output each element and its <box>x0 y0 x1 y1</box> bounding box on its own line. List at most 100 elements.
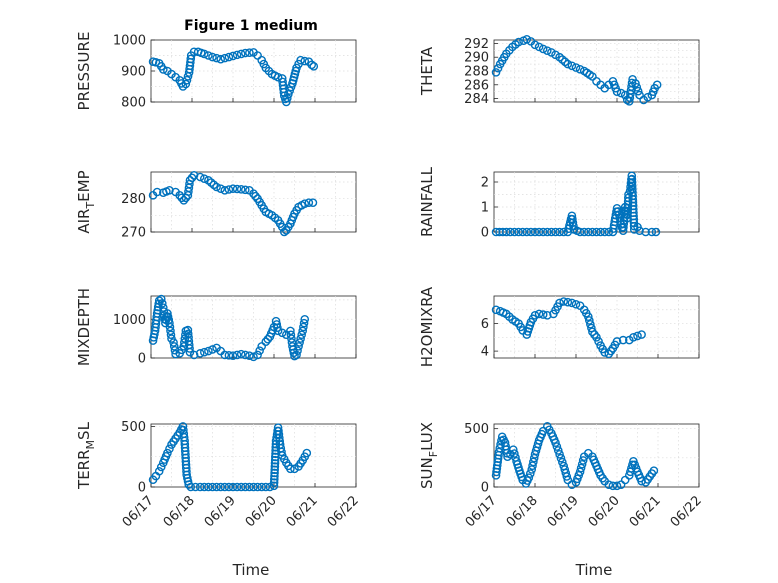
data-point <box>563 59 573 69</box>
data-point <box>224 185 234 194</box>
data-point <box>585 316 594 325</box>
data-point <box>156 294 166 304</box>
data-point <box>191 482 200 492</box>
data-point <box>270 459 280 468</box>
data-point <box>571 63 581 72</box>
data-point <box>298 326 308 336</box>
data-point <box>631 79 640 88</box>
data-point <box>228 351 238 360</box>
data-point <box>652 80 662 90</box>
data-point <box>240 350 250 360</box>
data-point <box>157 299 167 308</box>
data-point <box>199 347 209 357</box>
data-point <box>236 185 246 194</box>
data-point <box>216 184 225 193</box>
data-point <box>530 40 540 50</box>
data-point <box>204 51 213 60</box>
data-point <box>299 318 309 328</box>
data-point <box>563 297 573 307</box>
data-point <box>171 349 180 359</box>
data-point <box>518 227 528 237</box>
data-point <box>300 314 310 324</box>
data-point <box>514 37 523 47</box>
data-point <box>220 186 230 195</box>
data-point <box>158 65 168 74</box>
y-axis-label-rest: SL <box>75 421 93 440</box>
data-point <box>491 305 501 315</box>
data-point <box>220 482 230 492</box>
data-point <box>179 196 189 205</box>
data-point <box>556 453 566 463</box>
data-point <box>534 227 544 237</box>
data-point <box>592 227 601 237</box>
data-point <box>525 469 535 478</box>
data-point <box>547 227 556 237</box>
data-point <box>182 75 192 85</box>
data-point <box>612 87 622 96</box>
y-tick-label: 286 <box>464 78 489 93</box>
data-point <box>286 464 295 474</box>
data-point <box>307 60 317 70</box>
data-point <box>228 51 238 61</box>
data-point <box>152 187 162 197</box>
data-point <box>555 450 564 459</box>
data-point <box>510 449 519 458</box>
y-tick-label: 280 <box>121 192 146 207</box>
y-axis-label-subscript: F <box>427 451 440 457</box>
data-point <box>277 447 286 457</box>
y-tick-label: 1000 <box>113 34 146 49</box>
data-point <box>163 448 172 458</box>
data-point <box>543 46 552 55</box>
data-point <box>592 333 601 342</box>
data-point <box>240 482 250 492</box>
data-point <box>249 189 258 198</box>
data-point <box>220 350 230 360</box>
data-point <box>216 482 225 492</box>
data-point <box>208 52 217 62</box>
data-point <box>187 173 197 183</box>
data-point <box>212 182 221 192</box>
data-point <box>538 227 548 237</box>
y-tick-label: 500 <box>464 422 489 437</box>
data-point <box>273 326 283 336</box>
data-point <box>493 63 503 73</box>
data-point <box>302 448 312 458</box>
data-point <box>195 482 205 492</box>
data-point <box>299 322 308 332</box>
y-axis-label: TERRMSL <box>75 421 97 490</box>
y-axis-label-main: MIXDEPTH <box>75 288 93 366</box>
data-point <box>510 227 519 237</box>
data-point <box>270 462 280 471</box>
subplot-2: 270 280 AIRTEMP <box>75 170 357 241</box>
data-point <box>530 227 540 237</box>
y-tick-label: 290 <box>464 51 489 66</box>
y-axis-label-main: TERR <box>75 449 93 490</box>
y-axis-label-main: THETA <box>418 46 436 96</box>
data-point <box>294 342 303 351</box>
data-point <box>195 349 205 358</box>
y-axis-label: SUNFLUX <box>418 422 440 489</box>
y-axis-label: RAINFALL <box>418 166 436 237</box>
data-point <box>261 337 271 347</box>
data-point <box>236 349 246 359</box>
data-point <box>551 438 560 447</box>
data-point <box>208 482 217 492</box>
data-point <box>555 227 564 237</box>
y-tick-label: 288 <box>464 65 489 80</box>
data-point <box>185 176 195 185</box>
data-point <box>578 456 588 465</box>
subplot-3: 0 1 2 RAINFALL <box>418 166 700 241</box>
data-point <box>575 467 585 477</box>
data-point <box>269 475 279 484</box>
data-point <box>204 346 213 356</box>
data-point <box>236 482 246 492</box>
data-point <box>271 443 281 452</box>
data-point <box>641 227 651 237</box>
axes-box <box>493 171 700 233</box>
subplot-4: 0 1000 MIXDEPTH <box>75 288 357 367</box>
subplot-5: 4 6 H2OMIXRA <box>418 286 700 367</box>
data-point <box>253 350 262 360</box>
data-point <box>620 90 630 100</box>
data-point <box>600 227 610 237</box>
data-point <box>528 461 537 471</box>
